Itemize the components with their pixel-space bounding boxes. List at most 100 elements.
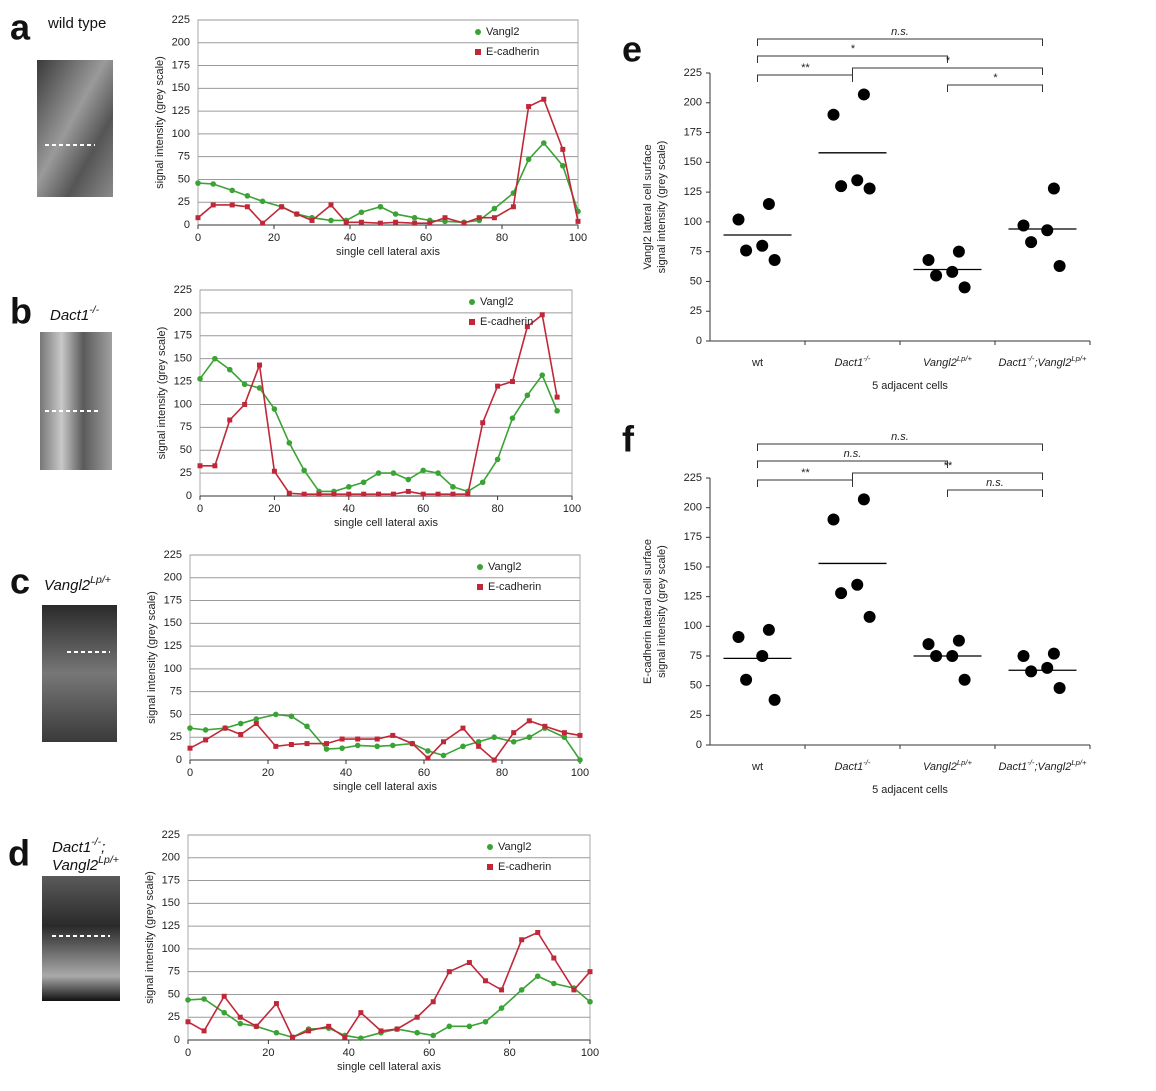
x-tick-label: 0 — [185, 1047, 191, 1059]
dot — [1025, 665, 1037, 677]
y-axis-label: signal intensity (grey scale) — [154, 56, 166, 189]
marker — [339, 745, 345, 751]
dot — [733, 631, 745, 643]
significance-label: n.s. — [891, 26, 909, 38]
marker — [542, 724, 547, 729]
x-tick-label: Vangl2Lp/+ — [923, 758, 973, 773]
dot — [959, 674, 971, 686]
x-tick-label: 20 — [262, 1047, 274, 1059]
y-tick-label: 0 — [186, 490, 192, 502]
dot — [851, 174, 863, 186]
text-part: Dact1 — [834, 357, 863, 369]
marker — [492, 215, 497, 220]
marker — [441, 739, 446, 744]
text-part: Dact1 — [52, 839, 91, 856]
text-part: Vangl2 — [923, 357, 957, 369]
y-tick-label: 50 — [168, 988, 180, 1000]
marker — [447, 969, 452, 974]
marker — [304, 723, 310, 729]
text-part: wt — [751, 761, 763, 773]
x-tick-label: 0 — [187, 767, 193, 779]
marker — [527, 718, 532, 723]
legend-marker — [469, 299, 475, 305]
marker — [539, 372, 545, 378]
marker — [450, 484, 456, 490]
marker — [221, 1010, 227, 1016]
y-tick-label: 175 — [684, 531, 702, 543]
marker — [242, 382, 248, 388]
marker — [406, 489, 411, 494]
marker — [378, 221, 383, 226]
y-axis-label: Vangl2 lateral cell surface — [642, 144, 654, 269]
text-part: wt — [751, 357, 763, 369]
significance-bracket — [948, 85, 1043, 92]
marker — [185, 997, 191, 1003]
marker — [527, 734, 533, 740]
legend-marker — [469, 319, 475, 325]
marker — [495, 384, 500, 389]
marker — [476, 744, 481, 749]
y-tick-label: 225 — [164, 549, 182, 561]
y-tick-label: 150 — [172, 82, 190, 94]
y-tick-label: 175 — [684, 126, 702, 138]
marker — [242, 402, 247, 407]
y-tick-label: 150 — [162, 897, 180, 909]
marker — [395, 1027, 400, 1032]
series-line — [188, 976, 590, 1038]
text-part: Dact1 — [998, 761, 1027, 773]
y-tick-label: 225 — [174, 284, 192, 296]
marker — [519, 937, 524, 942]
marker — [202, 1028, 207, 1033]
significance-label: * — [945, 55, 950, 67]
dot — [1048, 648, 1060, 660]
legend-marker — [475, 49, 481, 55]
x-tick-label: Dact1-/- — [834, 354, 870, 369]
significance-label: n.s. — [844, 448, 862, 460]
x-tick-label: Vangl2Lp/+ — [923, 354, 973, 369]
marker — [286, 440, 292, 446]
x-axis-label: single cell lateral axis — [336, 246, 440, 258]
marker — [375, 737, 380, 742]
panel-letter: e — [622, 29, 642, 70]
y-tick-label: 75 — [180, 421, 192, 433]
x-tick-label: 80 — [496, 232, 508, 244]
marker — [289, 742, 294, 747]
y-tick-label: 50 — [690, 275, 702, 287]
x-axis-label: single cell lateral axis — [334, 517, 438, 529]
marker — [279, 204, 284, 209]
x-axis-label: single cell lateral axis — [337, 1061, 441, 1073]
significance-bracket — [758, 39, 1043, 46]
cell-image — [40, 332, 112, 470]
y-tick-label: 75 — [178, 151, 190, 163]
dot — [864, 611, 876, 623]
cell-image — [42, 876, 120, 1001]
dot — [828, 109, 840, 121]
marker — [378, 1028, 383, 1033]
marker — [412, 215, 418, 221]
marker — [195, 180, 201, 186]
superscript: -/- — [863, 354, 871, 363]
marker — [560, 147, 565, 152]
x-tick-label: 80 — [496, 767, 508, 779]
marker — [587, 999, 593, 1005]
marker — [519, 987, 525, 993]
text-part: Vangl2 — [923, 761, 957, 773]
marker — [577, 757, 583, 763]
marker — [420, 468, 426, 474]
x-tick-label: 100 — [571, 767, 589, 779]
legend-label: E-cadherin — [498, 861, 551, 873]
superscript: Lp/+ — [1071, 354, 1087, 363]
legend-label: Vangl2 — [488, 561, 521, 573]
significance-bracket — [853, 473, 1043, 480]
marker — [435, 470, 441, 476]
marker — [460, 744, 466, 750]
marker — [376, 470, 382, 476]
x-tick-label: 100 — [563, 503, 581, 515]
text-part: Vangl2 — [52, 857, 99, 874]
panel-subtitle: Vangl2Lp/+ — [52, 854, 119, 874]
x-tick-label: 0 — [195, 232, 201, 244]
marker — [427, 221, 432, 226]
legend-marker — [477, 564, 483, 570]
marker — [588, 969, 593, 974]
x-tick-label: 60 — [423, 1047, 435, 1059]
